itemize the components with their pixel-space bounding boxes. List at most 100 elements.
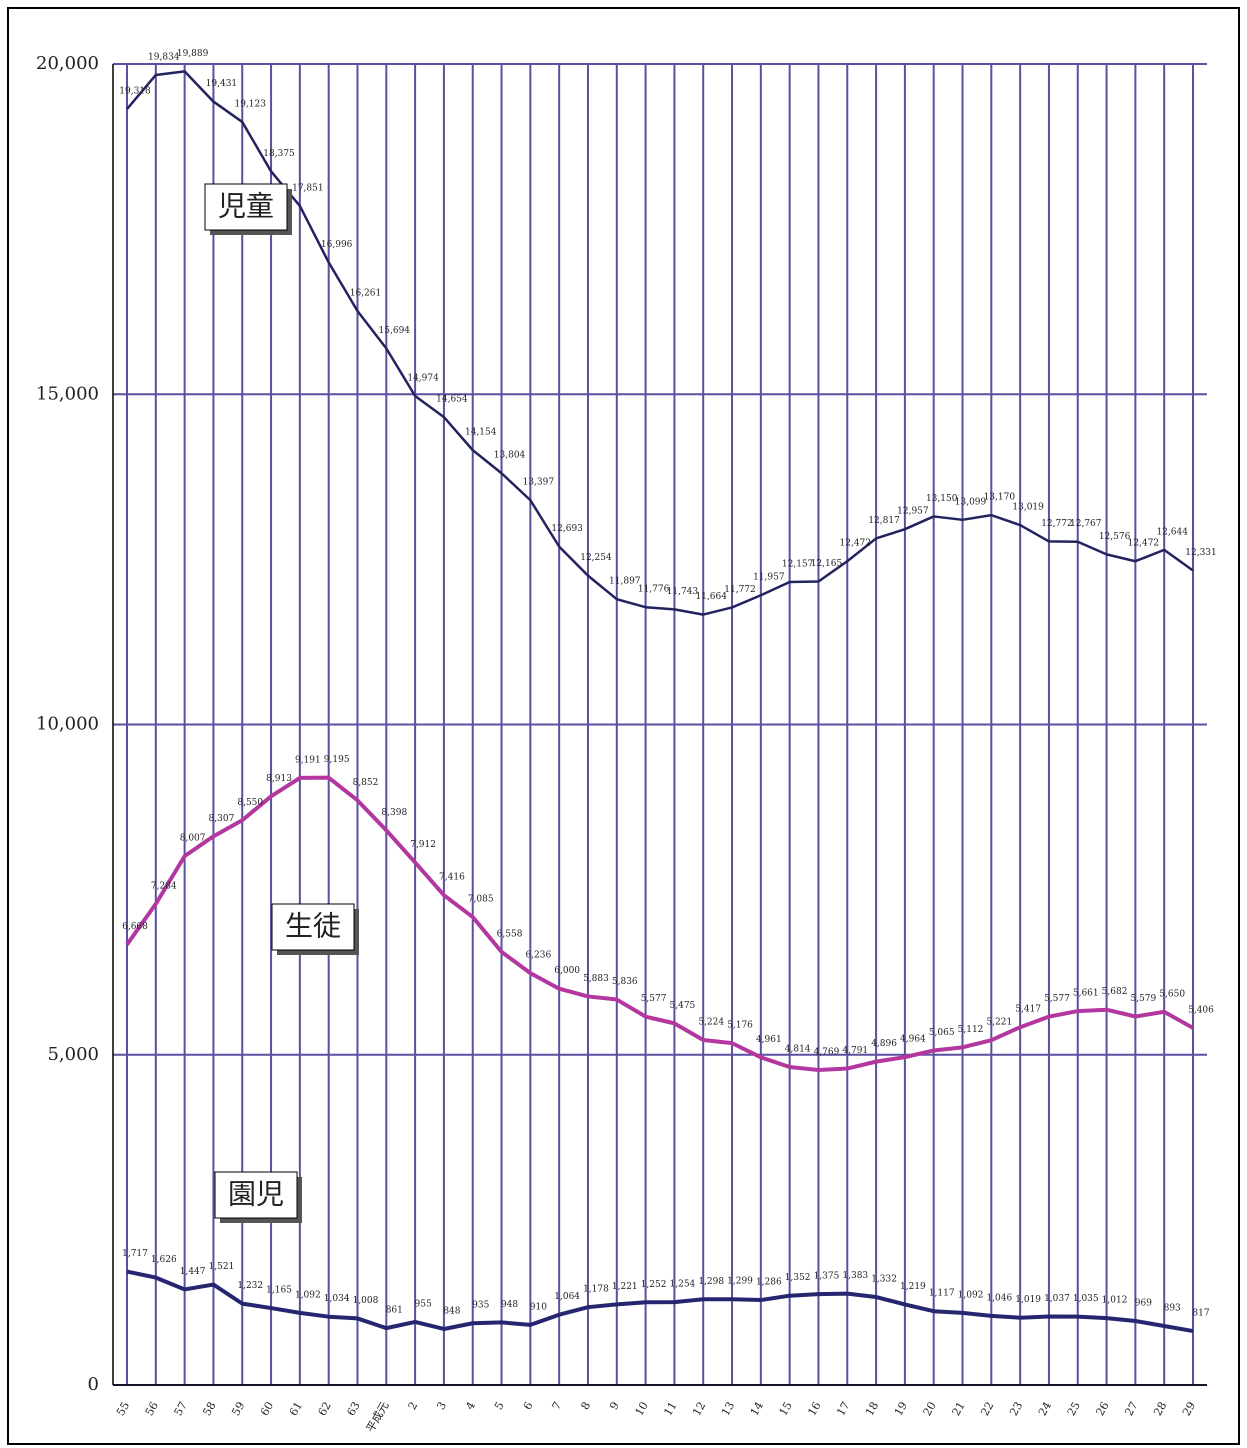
data-label: 12,472 — [840, 539, 872, 549]
x-tick-label: 3 — [434, 1400, 449, 1413]
data-label: 12,331 — [1185, 548, 1217, 558]
x-tick-label: 14 — [748, 1400, 766, 1419]
data-label: 5,577 — [641, 994, 667, 1004]
data-label: 4,814 — [785, 1045, 811, 1055]
data-label: 19,889 — [177, 49, 209, 59]
x-tick-label: 25 — [1065, 1400, 1083, 1419]
x-tick-label: 19 — [892, 1400, 910, 1419]
data-label: 5,417 — [1015, 1005, 1041, 1015]
y-tick-label: 15,000 — [36, 383, 99, 404]
line-series — [125, 775, 1194, 1073]
data-label: 5,475 — [670, 1001, 696, 1011]
data-label: 6,236 — [525, 951, 551, 961]
data-label: 7,284 — [151, 881, 177, 891]
x-tick-label: 55 — [114, 1400, 132, 1419]
data-label: 948 — [501, 1300, 518, 1310]
data-label: 8,398 — [381, 808, 407, 818]
data-label: 19,834 — [148, 52, 180, 62]
x-tick-label: 22 — [978, 1400, 996, 1419]
x-tick-label: 6 — [521, 1400, 536, 1413]
x-tick-label: 59 — [229, 1400, 247, 1419]
data-label: 12,693 — [551, 524, 583, 534]
data-label: 4,964 — [900, 1035, 926, 1045]
data-label: 5,065 — [929, 1028, 955, 1038]
data-label: 5,883 — [583, 974, 609, 984]
data-label: 11,664 — [695, 592, 727, 602]
x-tick-label: 63 — [344, 1400, 362, 1419]
x-tick-label: 4 — [463, 1400, 478, 1413]
y-tick-label: 5,000 — [47, 1044, 99, 1065]
data-label: 13,397 — [523, 478, 555, 488]
data-label: 14,974 — [407, 373, 439, 383]
data-label: 1,064 — [554, 1292, 580, 1302]
data-label: 17,851 — [292, 183, 324, 193]
data-label: 1,219 — [900, 1282, 926, 1292]
x-tick-label: 17 — [834, 1400, 852, 1419]
data-label: 12,165 — [811, 559, 843, 569]
data-label: 1,046 — [986, 1293, 1012, 1303]
series-label: 生徒 — [285, 910, 341, 943]
data-label: 11,772 — [724, 585, 756, 595]
x-tick-label: 11 — [661, 1400, 679, 1419]
data-label: 14,654 — [436, 395, 468, 405]
data-label: 8,307 — [209, 814, 235, 824]
data-label: 13,019 — [1012, 503, 1044, 513]
x-tick-label: 12 — [690, 1400, 708, 1419]
x-tick-label: 23 — [1007, 1400, 1025, 1419]
data-label: 5,577 — [1044, 994, 1070, 1004]
x-tick-label: 9 — [607, 1400, 622, 1413]
data-label: 11,743 — [667, 587, 699, 597]
data-label: 16,996 — [321, 240, 353, 250]
data-label: 13,150 — [926, 494, 958, 504]
frame — [7, 7, 1240, 1445]
data-label: 5,661 — [1073, 989, 1099, 999]
y-tick-label: 20,000 — [36, 53, 99, 74]
label-box — [204, 183, 288, 231]
data-label: 1,717 — [122, 1249, 148, 1259]
x-tick-label: 5 — [492, 1400, 507, 1413]
data-label: 5,176 — [727, 1021, 753, 1031]
data-label: 1,034 — [324, 1294, 350, 1304]
data-label: 1,254 — [670, 1280, 696, 1290]
data-label: 7,416 — [439, 873, 465, 883]
data-label: 5,224 — [698, 1017, 724, 1027]
data-label: 1,298 — [698, 1277, 724, 1287]
x-tick-label: 2 — [406, 1400, 421, 1413]
data-label: 5,579 — [1130, 994, 1156, 1004]
data-label: 11,957 — [753, 573, 785, 583]
x-tick-label: 58 — [200, 1400, 218, 1419]
data-label: 1,092 — [295, 1290, 321, 1300]
x-tick-label: 61 — [287, 1400, 305, 1419]
data-label: 18,375 — [263, 149, 295, 159]
data-label: 1,286 — [756, 1278, 782, 1288]
data-label: 1,221 — [612, 1282, 638, 1292]
data-label: 19,431 — [206, 79, 238, 89]
data-label: 8,913 — [266, 774, 292, 784]
data-label: 13,099 — [955, 497, 987, 507]
data-label: 817 — [1192, 1309, 1209, 1319]
data-label: 13,804 — [494, 451, 526, 461]
data-label: 910 — [530, 1302, 547, 1312]
data-label: 935 — [472, 1301, 489, 1311]
data-label: 12,576 — [1099, 532, 1131, 542]
x-tick-label: 29 — [1180, 1400, 1198, 1419]
data-label: 1,447 — [180, 1267, 206, 1277]
data-label: 16,261 — [350, 288, 382, 298]
data-label: 11,776 — [638, 585, 670, 595]
x-tick-label: 8 — [578, 1400, 593, 1413]
label-box — [271, 903, 355, 951]
data-label: 8,852 — [353, 778, 379, 788]
x-tick-label: 20 — [921, 1400, 939, 1419]
data-label: 13,170 — [984, 493, 1016, 503]
data-label: 5,836 — [612, 977, 638, 987]
data-label: 1,352 — [785, 1273, 811, 1283]
x-tick-label: 15 — [777, 1400, 795, 1419]
data-label: 6,000 — [554, 966, 580, 976]
data-label: 4,896 — [871, 1039, 897, 1049]
data-label: 1,252 — [641, 1280, 667, 1290]
x-tick-label: 24 — [1036, 1400, 1054, 1419]
data-label: 12,817 — [868, 516, 900, 526]
x-tick-label: 62 — [316, 1400, 334, 1419]
data-label: 5,650 — [1159, 989, 1185, 999]
x-tick-label: 7 — [550, 1400, 565, 1413]
